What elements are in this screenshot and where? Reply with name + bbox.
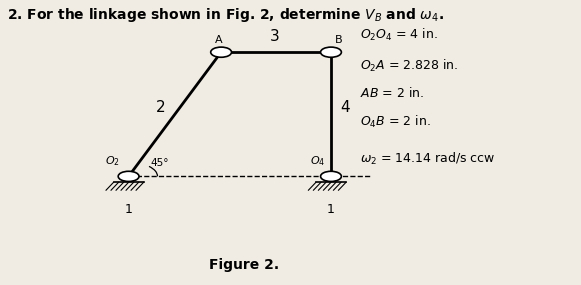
Text: 45°: 45° [150, 158, 169, 168]
Text: 3: 3 [270, 29, 280, 44]
Text: $AB$ = 2 in.: $AB$ = 2 in. [360, 86, 424, 100]
Text: B: B [335, 35, 343, 45]
Circle shape [118, 171, 139, 182]
Text: $O_4B$ = 2 in.: $O_4B$ = 2 in. [360, 114, 431, 130]
Text: $O_4$: $O_4$ [310, 154, 325, 168]
Circle shape [321, 47, 342, 57]
Text: 2. For the linkage shown in Fig. 2, determine $V_B$ and $\omega_4$.: 2. For the linkage shown in Fig. 2, dete… [7, 6, 444, 24]
Text: $\omega_2$ = 14.14 rad/s ccw: $\omega_2$ = 14.14 rad/s ccw [360, 151, 496, 167]
Text: $O_2$: $O_2$ [105, 154, 120, 168]
Text: 2: 2 [156, 100, 165, 115]
Text: 1: 1 [125, 203, 132, 216]
Circle shape [321, 171, 342, 182]
Text: 4: 4 [340, 100, 350, 115]
Text: Figure 2.: Figure 2. [209, 258, 279, 272]
Text: $O_2O_4$ = 4 in.: $O_2O_4$ = 4 in. [360, 27, 437, 43]
Text: 1: 1 [327, 203, 335, 216]
Circle shape [211, 47, 231, 57]
Text: $O_2A$ = 2.828 in.: $O_2A$ = 2.828 in. [360, 58, 458, 74]
Text: A: A [214, 35, 222, 45]
